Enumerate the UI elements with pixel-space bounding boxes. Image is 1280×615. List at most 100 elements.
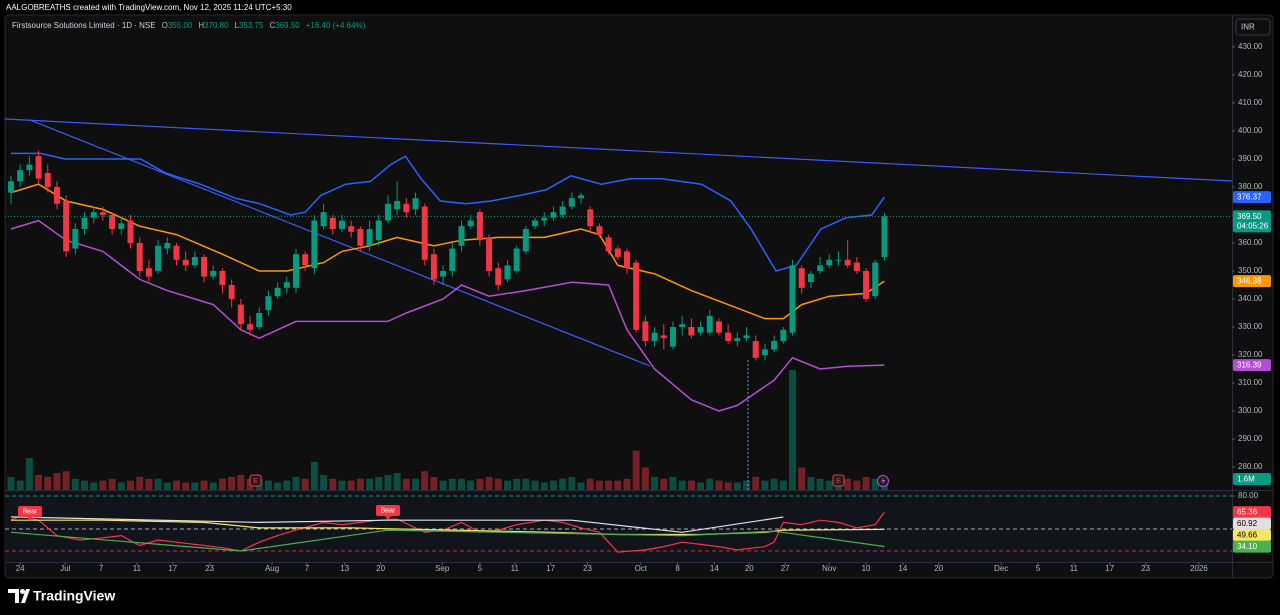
volume-bar [90, 482, 98, 490]
volume-bar [310, 461, 318, 490]
candle-body [807, 273, 814, 283]
volume-bar [356, 478, 364, 490]
bollinger-line [10, 219, 885, 412]
bear-pointer [27, 517, 33, 521]
rsi-line [10, 529, 885, 552]
candle-body [302, 254, 309, 266]
candle-body [99, 212, 106, 215]
volume-bar [25, 458, 33, 490]
x-tick-label: Dec [994, 564, 1008, 573]
candle-body [771, 341, 778, 350]
y-tick-label: 410.00 [1238, 98, 1263, 107]
volume-bar [347, 480, 355, 490]
candle-body [780, 329, 787, 342]
candle-body [826, 259, 833, 266]
legend-key: C [269, 21, 275, 30]
candle-body [486, 237, 493, 271]
volume-bar [476, 478, 484, 490]
volume-bar [871, 478, 879, 490]
x-tick-label: 27 [781, 564, 790, 573]
candle-body [863, 270, 870, 299]
x-tick-label: 23 [205, 564, 214, 573]
legend-value: 369.50 [275, 21, 300, 30]
x-tick-label: 8 [675, 564, 680, 573]
rsi-pane [5, 491, 1232, 562]
legend-change: +16.40 (+4.64%) [306, 21, 366, 30]
x-tick-label: Nov [822, 564, 836, 573]
legend: Firstsource Solutions Limited · 1D · NSE… [12, 21, 366, 30]
volume-bar [71, 478, 79, 490]
y-tick-label: 400.00 [1238, 126, 1263, 135]
candle-body [191, 256, 198, 266]
volume-bar [632, 450, 640, 490]
price-layer [5, 150, 1232, 553]
trend-line [29, 119, 651, 367]
x-tick-label: 23 [1141, 564, 1150, 573]
logo-mark [8, 589, 19, 603]
candle-body [421, 206, 428, 260]
candle-body [467, 220, 474, 227]
y-tick-label: 300.00 [1238, 406, 1263, 415]
candle-body [476, 212, 483, 241]
x-tick-label: 10 [862, 564, 871, 573]
rsi-value-label-box [1233, 517, 1271, 530]
candle-body [348, 226, 355, 232]
candle-body [642, 321, 649, 342]
volume-bar [651, 476, 659, 490]
earnings-icon[interactable] [832, 474, 845, 487]
earnings-label: E [253, 478, 258, 485]
brand: TradingView [33, 588, 115, 604]
bear-tag [376, 505, 400, 516]
volume-bar [568, 476, 576, 490]
candle-body [688, 326, 695, 336]
axis-layer: 280.00 290.00 300.00 310.00 320.00 330.00 340.… [16, 42, 1271, 573]
rsi-line [10, 511, 885, 553]
volume-bar [136, 476, 144, 490]
x-tick-label: 23 [583, 564, 592, 573]
logo-dot [20, 589, 25, 594]
volume-bar [669, 476, 677, 490]
legend-key: O [162, 21, 168, 30]
credit: AALGOBREATHS created with TradingView.co… [6, 3, 292, 12]
x-tick-label: 7 [99, 564, 104, 573]
legend-value: 353.75 [239, 21, 264, 30]
x-tick-label: 5 [1036, 564, 1041, 573]
volume-bar [807, 476, 815, 490]
candle-body [311, 220, 318, 269]
volume-bar [641, 467, 649, 490]
band-value-label-box [1233, 275, 1271, 288]
volume-bar [320, 475, 328, 490]
volume-bar [209, 482, 217, 490]
volume-bar [283, 480, 291, 490]
volume-bar [660, 478, 668, 490]
volume-bar [16, 480, 24, 490]
candle-body [614, 248, 621, 257]
candle-body [283, 282, 290, 288]
candle-body [605, 237, 612, 252]
volume-bar [35, 475, 43, 490]
bear-label: Bear [23, 508, 38, 515]
currency-box[interactable] [1235, 18, 1271, 36]
band-value-label-box [1233, 359, 1271, 372]
trend-line [4, 118, 1233, 182]
volume-bar [577, 482, 585, 490]
candle-body [412, 198, 419, 210]
bear-tag [18, 506, 42, 517]
y-tick-label: 420.00 [1238, 70, 1263, 79]
bollinger-line [11, 152, 886, 272]
volume-bar [329, 478, 337, 490]
volume-bar [301, 478, 309, 490]
volume-bar [733, 482, 741, 490]
volume-bar [430, 476, 438, 490]
candle-body [127, 220, 134, 243]
volume-bar [706, 478, 714, 490]
candle-body [541, 217, 548, 221]
volume-bar [678, 480, 686, 490]
x-tick-label: 14 [710, 564, 719, 573]
candle-body [817, 265, 824, 271]
candle-body [550, 212, 557, 218]
candle-body [725, 332, 732, 342]
candle-body [118, 223, 125, 229]
earnings-icon[interactable] [249, 474, 262, 487]
x-tick-label: 17 [546, 564, 555, 573]
